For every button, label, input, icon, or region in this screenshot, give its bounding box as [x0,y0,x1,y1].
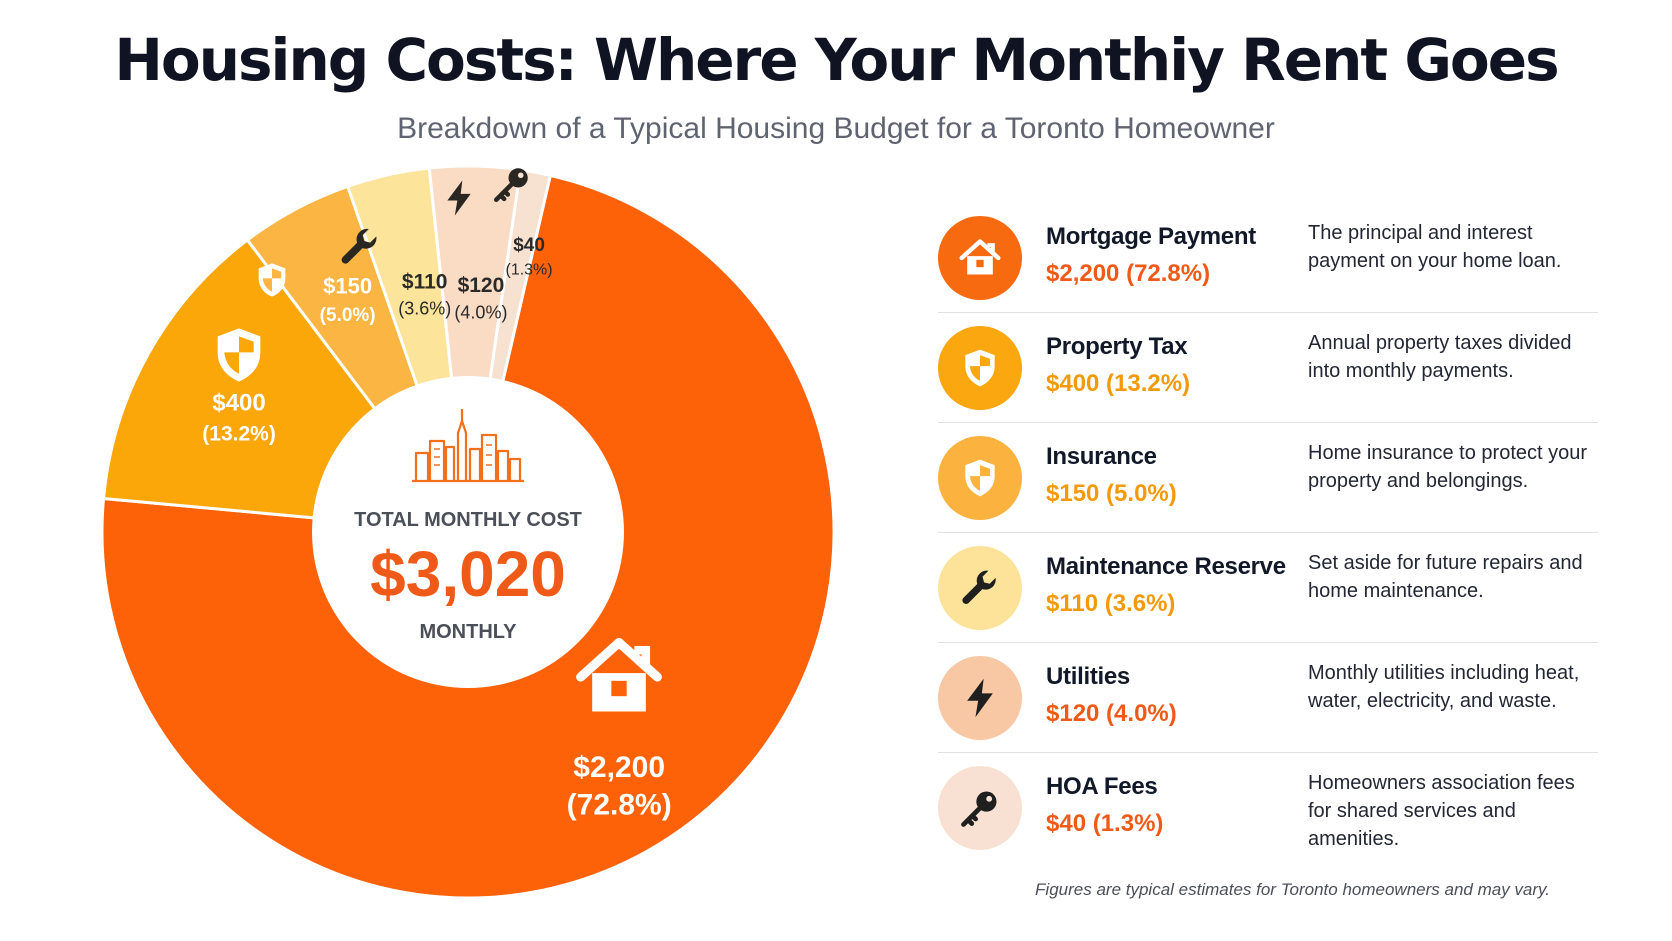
slice-percent-mortgage: (72.8%) [567,789,672,822]
slice-percent-hoa: (1.3%) [505,262,552,279]
slice-icon-utilities [447,180,471,216]
slice-label-maintenance: $110 (3.6%) [341,229,451,319]
slice-value-utilities: $120 [458,274,505,297]
shield-icon [965,459,995,497]
legend-row: Property Tax $400 (13.2%) Annual property … [938,313,1598,423]
legend-item-amount: $150 (5.0%) [1046,480,1177,507]
slice-value-property_tax: $400 [212,390,265,417]
slice-value-maintenance: $110 [402,270,448,293]
slice-icon-property_tax [217,327,261,382]
house-icon [576,637,663,712]
legend-item-name: HOA Fees [1046,773,1158,800]
slice-label-hoa: $40 (1.3%) [494,168,553,279]
legend-row: Utilities $120 (4.0%) Monthly utilities in… [938,643,1598,753]
center-total-value: $3,020 [370,538,566,610]
slice-value-hoa: $40 [513,235,545,256]
slice-icon-hoa [494,168,528,202]
legend-item-name: Mortgage Payment [1046,223,1256,250]
legend-icon-disc [938,656,1022,740]
legend-icon-disc [938,216,1022,300]
legend-item-description: Home insurance to protect your property … [1308,442,1588,492]
wrench-icon [341,229,377,265]
legend-icon-disc [938,546,1022,630]
page-title: Housing Costs: Where Your Monthiy Rent G… [114,26,1559,94]
legend-item-description: Set aside for future repairs and home ma… [1308,552,1583,602]
slice-icon-maintenance [341,229,377,265]
legend-item-amount: $40 (1.3%) [1046,810,1164,837]
slice-percent-insurance: (5.0%) [320,305,376,326]
legend-item-amount: $2,200 (72.8%) [1046,260,1211,287]
legend-icon-disc [938,766,1022,850]
legend-item-name: Utilities [1046,663,1130,690]
slice-label-insurance: $150 (5.0%) [258,262,376,326]
shield-icon [217,327,261,382]
footnote: Figures are typical estimates for Toront… [1035,880,1550,899]
slice-percent-property_tax: (13.2%) [202,423,276,446]
slice-value-mortgage: $2,200 [573,751,665,784]
center-label: TOTAL MONTHLY COST [354,509,582,531]
slice-label-mortgage: $2,200 (72.8%) [567,637,672,822]
slice-icon-insurance [258,262,285,297]
donut-hole [312,376,624,688]
page-subtitle: Breakdown of a Typical Housing Budget fo… [397,112,1275,145]
legend-item-name: Maintenance Reserve [1046,553,1286,580]
legend-row: Mortgage Payment $2,200 (72.8%) The princi… [938,203,1598,313]
legend-item-name: Insurance [1046,443,1157,470]
key-icon [961,791,997,827]
slice-icon-mortgage [576,637,663,712]
legend: Mortgage Payment $2,200 (72.8%) The princi… [938,203,1598,863]
lightning-icon [967,678,993,718]
slice-label-property_tax: $400 (13.2%) [202,327,276,446]
legend-item-amount: $110 (3.6%) [1046,590,1176,617]
legend-item-description: Monthly utilities including heat, water,… [1308,662,1580,712]
key-icon [494,168,528,202]
slice-label-utilities: $120 (4.0%) [447,180,507,322]
legend-item-description: Homeowners association fees for shared s… [1308,772,1575,850]
legend-row: Maintenance Reserve $110 (3.6%) Set aside … [938,533,1598,643]
legend-item-amount: $120 (4.0%) [1046,700,1177,727]
lightning-icon [447,180,471,216]
shield-icon [965,349,995,387]
house-icon [959,239,1001,275]
legend-row: Insurance $150 (5.0%) Home insurance to pr… [938,423,1598,533]
legend-item-description: The principal and interest payment on yo… [1308,222,1562,272]
wrench-icon [962,570,996,604]
legend-item-amount: $400 (13.2%) [1046,370,1191,397]
legend-item-description: Annual property taxes divided into month… [1308,332,1572,382]
legend-item-name: Property Tax [1046,333,1188,360]
slice-value-insurance: $150 [323,274,372,299]
legend-icon-disc [938,436,1022,520]
center-unit: MONTHLY [419,621,517,643]
city-skyline-icon [412,409,524,483]
shield-icon [258,262,285,297]
legend-row: HOA Fees $40 (1.3%) Homeowners association… [938,753,1598,863]
slice-percent-utilities: (4.0%) [454,302,507,322]
slice-percent-maintenance: (3.6%) [398,299,451,319]
legend-icon-disc [938,326,1022,410]
